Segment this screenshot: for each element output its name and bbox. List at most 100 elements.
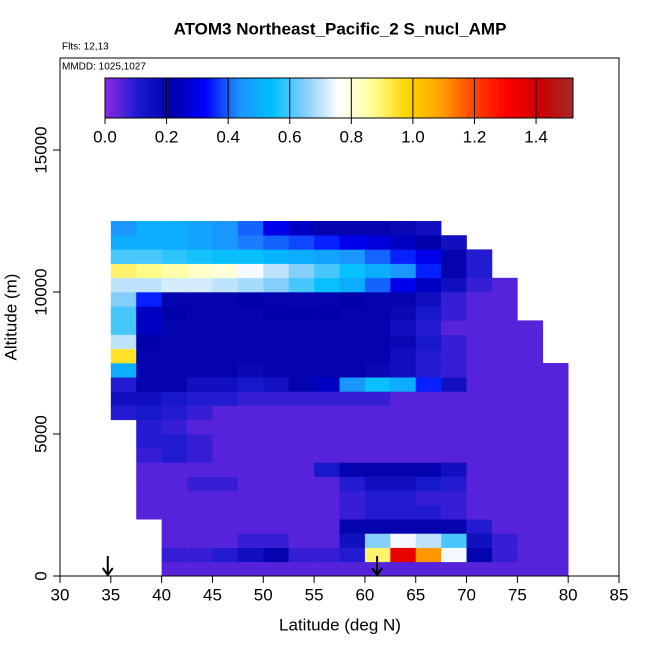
colorbar-swatch: [225, 78, 229, 118]
heat-cell: [161, 476, 188, 492]
colorbar-swatch: [201, 78, 205, 118]
heat-cell: [288, 292, 315, 307]
heat-cell: [263, 363, 289, 378]
heat-cell: [491, 391, 518, 406]
heat-cell: [212, 561, 239, 577]
heat-cell: [339, 561, 366, 577]
heat-cell: [339, 263, 366, 279]
heat-cell: [237, 377, 264, 392]
colorbar-swatch: [375, 78, 379, 118]
heat-cell: [288, 561, 315, 577]
heat-cell: [110, 363, 137, 378]
colorbar-swatch: [414, 78, 418, 118]
heat-cell: [390, 547, 417, 563]
heat-cell: [491, 277, 518, 293]
heat-cell: [491, 547, 518, 563]
heat-cell: [415, 292, 442, 307]
heat-cell: [390, 391, 417, 406]
heat-cell: [187, 306, 213, 321]
colorbar-swatch: [336, 78, 340, 118]
heat-cell: [491, 519, 518, 534]
colorbar-swatch: [249, 78, 253, 118]
heat-cell: [263, 505, 289, 520]
heat-cell: [161, 462, 188, 477]
colorbar-swatch: [186, 78, 190, 118]
heat-cell: [161, 320, 188, 335]
heat-cell: [263, 348, 289, 364]
heat-cell: [390, 263, 417, 279]
colorbar-swatch: [543, 78, 547, 118]
colorbar-swatch: [465, 78, 469, 118]
heat-cell: [491, 320, 518, 335]
heat-cell: [364, 533, 391, 548]
heat-cell: [187, 391, 213, 406]
heat-cell: [517, 348, 544, 364]
heat-cell: [212, 277, 239, 293]
colorbar-swatch: [348, 78, 352, 118]
heat-cell: [136, 306, 162, 321]
heat-cell: [161, 505, 188, 520]
heat-cell: [339, 476, 366, 492]
heat-cell: [466, 391, 493, 406]
heat-cell: [212, 249, 239, 264]
heat-cell: [212, 505, 239, 520]
heat-cell: [237, 519, 264, 534]
colorbar-swatch: [423, 78, 427, 118]
heat-cell: [314, 377, 340, 392]
x-tick-label: 85: [610, 585, 629, 604]
heat-cell: [161, 448, 188, 463]
heat-cell: [441, 547, 467, 563]
heat-cell: [441, 519, 467, 534]
heat-cell: [110, 348, 137, 364]
heat-cell: [441, 533, 467, 548]
heat-cell: [161, 561, 188, 577]
heat-cell: [212, 547, 239, 563]
colorbar-swatch: [150, 78, 154, 118]
heat-cell: [517, 462, 544, 477]
heat-cell: [415, 519, 442, 534]
colorbar-swatch: [441, 78, 445, 118]
heat-cell: [263, 235, 289, 250]
heat-cell: [517, 547, 544, 563]
y-axis-label: Altitude (m): [1, 274, 20, 361]
heat-cell: [364, 306, 391, 321]
colorbar-swatch: [240, 78, 244, 118]
colorbar-swatch: [522, 78, 526, 118]
heat-cell: [390, 292, 417, 307]
heat-cell: [212, 533, 239, 548]
heat-cell: [288, 306, 315, 321]
heat-cell: [466, 249, 493, 264]
heat-cell: [517, 391, 544, 406]
x-tick-label: 55: [305, 585, 324, 604]
heat-cell: [542, 476, 569, 492]
heat-cell: [161, 249, 188, 264]
heat-cell: [517, 519, 544, 534]
heat-cell: [136, 334, 162, 350]
heat-cell: [542, 533, 569, 548]
y-tick-label: 0: [31, 571, 50, 580]
heat-cell: [110, 221, 137, 236]
heat-cell: [390, 277, 417, 293]
heat-cell: [390, 235, 417, 250]
heat-cell: [466, 320, 493, 335]
x-tick-label: 75: [508, 585, 527, 604]
colorbar-swatch: [477, 78, 481, 118]
colorbar-swatch: [429, 78, 433, 118]
heat-cell: [542, 505, 569, 520]
colorbar-swatch: [264, 78, 268, 118]
colorbar-swatch: [399, 78, 403, 118]
colorbar-swatch: [546, 78, 550, 118]
heat-cell: [212, 306, 239, 321]
heat-cell: [466, 519, 493, 534]
colorbar-swatch: [531, 78, 535, 118]
heat-cell: [237, 235, 264, 250]
heat-cell: [187, 363, 213, 378]
heat-cell: [110, 235, 137, 250]
heat-cell: [364, 391, 391, 406]
heat-cell: [542, 405, 569, 421]
heat-cell: [542, 391, 569, 406]
colorbar-swatch: [417, 78, 421, 118]
heat-cell: [237, 505, 264, 520]
heat-cell: [491, 419, 518, 435]
heat-cell: [491, 561, 518, 577]
